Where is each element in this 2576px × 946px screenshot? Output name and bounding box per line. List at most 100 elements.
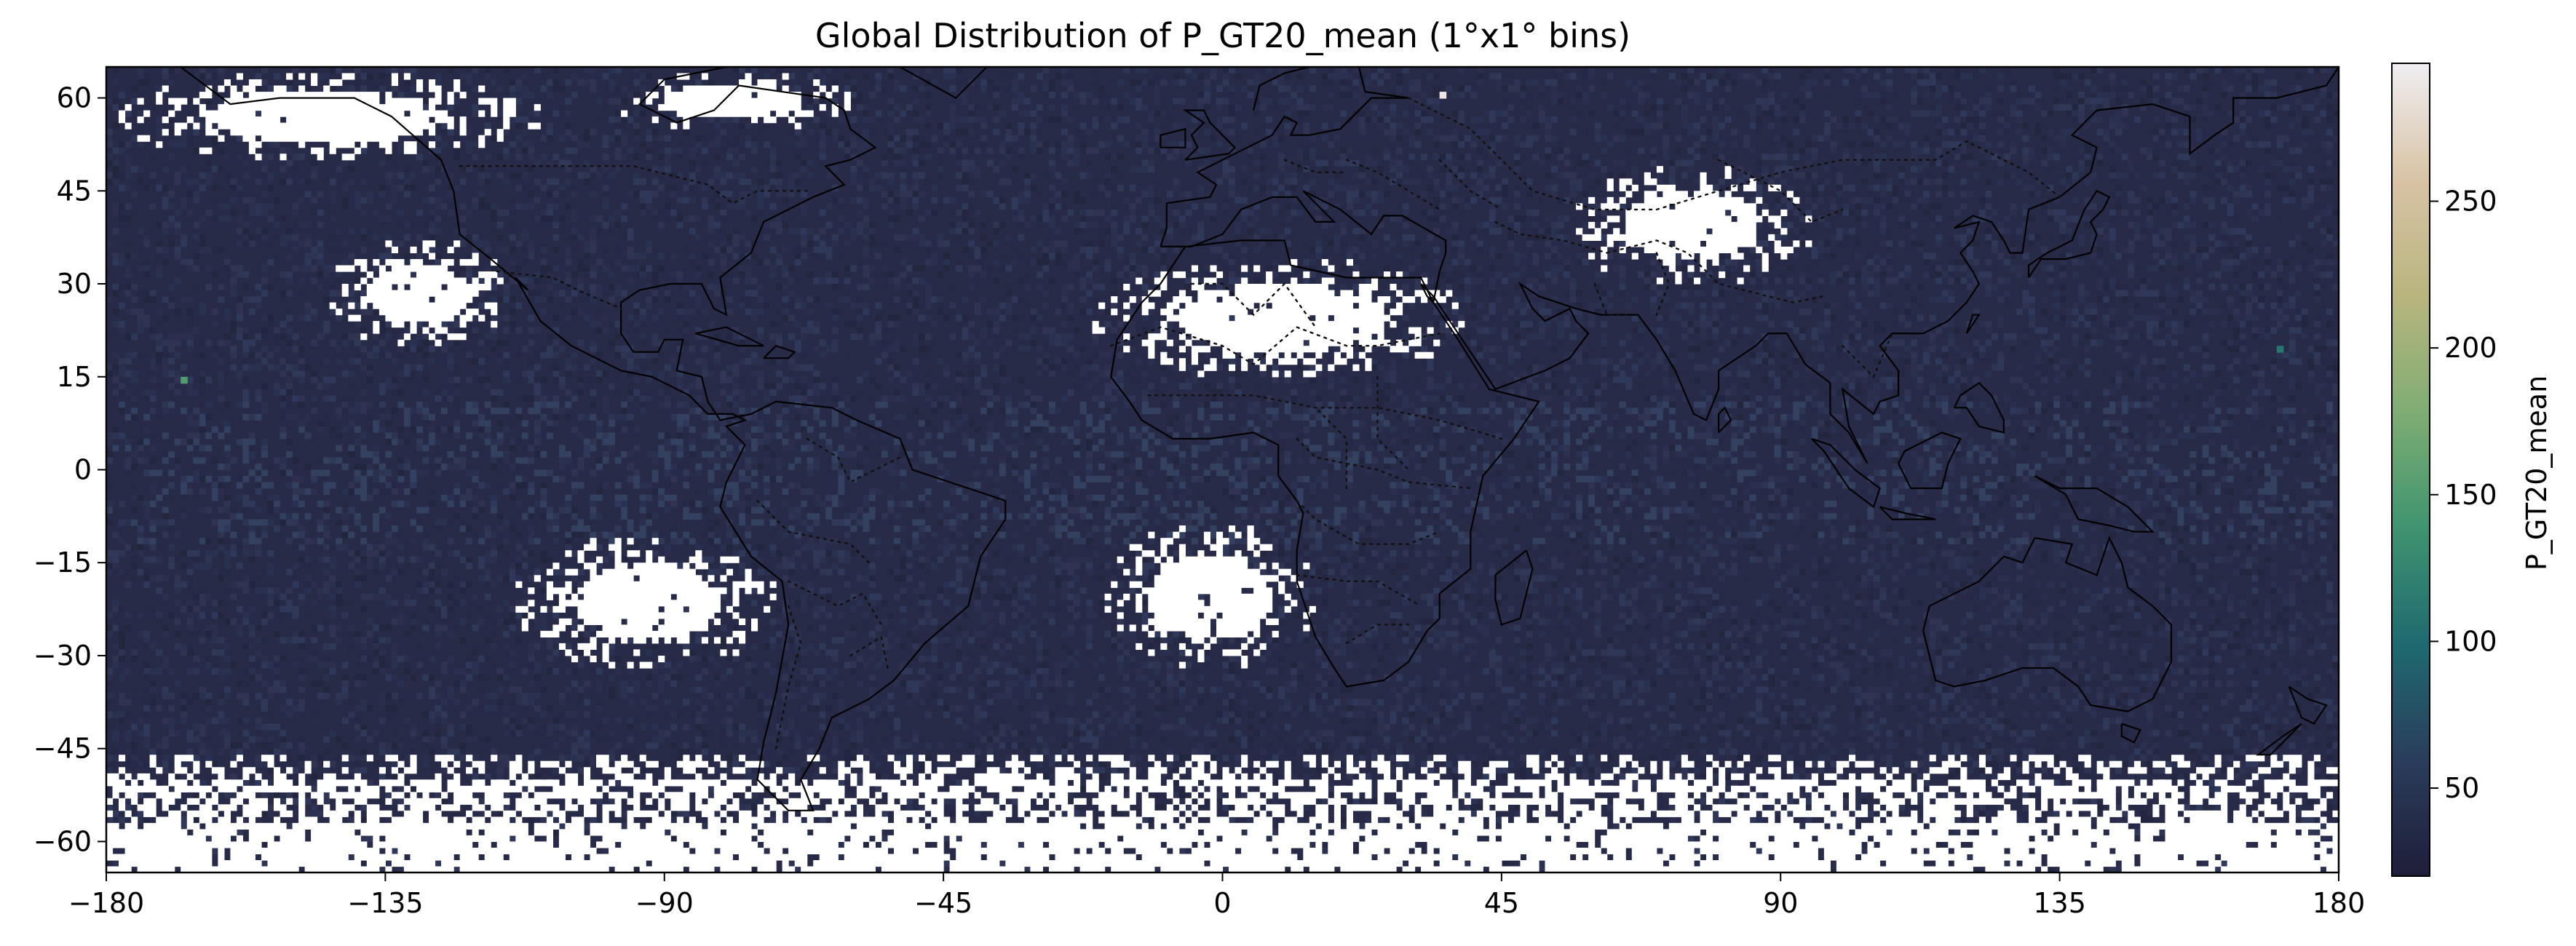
heatmap-cell	[1005, 302, 1012, 309]
heatmap-cell	[1154, 92, 1161, 98]
heatmap-cell	[2165, 253, 2172, 260]
heatmap-cell	[1104, 172, 1111, 179]
heatmap-cell	[1557, 221, 1564, 228]
heatmap-cell	[1079, 135, 1087, 142]
heatmap-cell	[1768, 67, 1775, 73]
heatmap-cell	[708, 116, 715, 123]
heatmap-cell	[788, 184, 795, 191]
heatmap-cell	[1321, 122, 1328, 130]
heatmap-cell	[1476, 246, 1483, 253]
heatmap-cell	[627, 246, 634, 253]
heatmap-cell	[1049, 104, 1055, 111]
heatmap-cell	[1911, 98, 1918, 105]
heatmap-cell	[1594, 159, 1601, 167]
heatmap-cell	[1911, 221, 1918, 228]
heatmap-cell	[838, 196, 845, 204]
heatmap-cell	[2208, 284, 2215, 290]
heatmap-cell	[565, 129, 572, 136]
heatmap-cell	[193, 253, 200, 260]
heatmap-cell	[1278, 166, 1285, 173]
heatmap-cell	[2177, 166, 2184, 173]
heatmap-cell	[1427, 184, 1434, 191]
heatmap-cell	[986, 92, 994, 98]
heatmap-cell	[1911, 92, 1918, 98]
heatmap-cell	[2096, 191, 2104, 198]
heatmap-cell	[478, 166, 486, 173]
heatmap-cell	[2177, 172, 2184, 179]
heatmap-cell	[2010, 253, 2017, 260]
heatmap-cell	[1439, 116, 1446, 123]
heatmap-cell	[466, 166, 472, 173]
heatmap-cell	[1340, 85, 1347, 92]
heatmap-cell	[1917, 147, 1924, 154]
heatmap-cell	[466, 265, 472, 272]
heatmap-cell	[627, 104, 634, 111]
heatmap-cell	[1458, 209, 1465, 216]
heatmap-cell	[2320, 67, 2327, 73]
heatmap-cell	[137, 265, 144, 272]
heatmap-cell	[124, 271, 132, 278]
heatmap-cell	[1935, 296, 1943, 303]
heatmap-cell	[2313, 277, 2321, 285]
heatmap-cell	[558, 228, 566, 235]
heatmap-cell	[2109, 79, 2116, 86]
heatmap-cell	[1743, 172, 1750, 179]
heatmap-cell	[1811, 79, 1818, 86]
heatmap-cell	[1681, 110, 1688, 117]
heatmap-cell	[1074, 92, 1080, 98]
heatmap-cell	[403, 221, 411, 228]
heatmap-cell	[646, 240, 653, 247]
heatmap-cell	[218, 290, 225, 297]
heatmap-cell	[211, 135, 218, 142]
heatmap-cell	[2246, 129, 2253, 136]
heatmap-cell	[1867, 290, 1874, 297]
heatmap-cell	[1396, 159, 1403, 167]
heatmap-cell	[2096, 92, 2104, 98]
heatmap-cell	[1861, 141, 1868, 148]
heatmap-cell	[980, 122, 988, 130]
heatmap-cell	[1513, 271, 1521, 278]
heatmap-cell	[1061, 147, 1068, 154]
heatmap-cell	[2264, 203, 2271, 210]
heatmap-cell	[1023, 284, 1031, 290]
heatmap-cell	[2251, 141, 2259, 148]
heatmap-cell	[1551, 147, 1558, 154]
heatmap-cell	[2177, 159, 2184, 167]
heatmap-cell	[2276, 104, 2283, 111]
heatmap-cell	[1470, 196, 1478, 204]
heatmap-cell	[2109, 246, 2116, 253]
heatmap-cell	[1173, 141, 1180, 148]
heatmap-cell	[962, 147, 969, 154]
heatmap-cell	[360, 178, 368, 186]
heatmap-cell	[1842, 209, 1850, 216]
heatmap-cell	[1551, 265, 1558, 272]
heatmap-cell	[1154, 73, 1161, 80]
heatmap-cell	[906, 265, 913, 272]
heatmap-cell	[887, 209, 895, 216]
heatmap-cell	[1166, 191, 1173, 198]
heatmap-cell	[1111, 154, 1118, 161]
heatmap-cell	[2332, 259, 2339, 266]
heatmap-cell	[1569, 73, 1577, 80]
heatmap-cell	[1513, 191, 1521, 198]
heatmap-cell	[825, 277, 833, 285]
heatmap-cell	[646, 203, 653, 210]
heatmap-cell	[2221, 110, 2227, 117]
heatmap-cell	[1141, 129, 1149, 136]
heatmap-cell	[602, 154, 609, 161]
heatmap-cell	[1111, 240, 1118, 247]
heatmap-cell	[2313, 296, 2321, 303]
heatmap-cell	[373, 234, 380, 241]
heatmap-cell	[1036, 259, 1043, 266]
heatmap-cell	[1892, 196, 1899, 204]
heatmap-cell	[1216, 98, 1223, 105]
heatmap-cell	[912, 159, 919, 167]
heatmap-cell	[2202, 184, 2209, 191]
heatmap-cell	[1557, 265, 1564, 272]
heatmap-cell	[1539, 110, 1545, 117]
heatmap-cell	[1551, 85, 1558, 92]
heatmap-cell	[1104, 92, 1111, 98]
heatmap-cell	[720, 253, 727, 260]
heatmap-cell	[590, 296, 597, 303]
heatmap-cell	[2258, 166, 2265, 173]
